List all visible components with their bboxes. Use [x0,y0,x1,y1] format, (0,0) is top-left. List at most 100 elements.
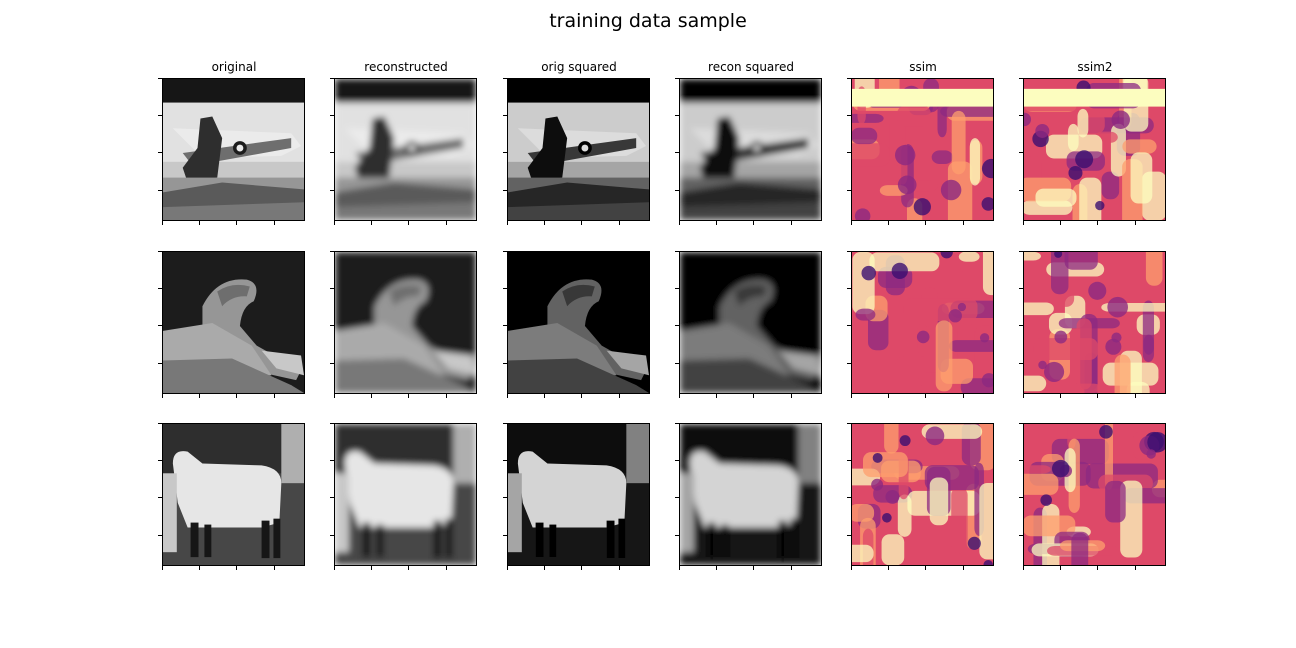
y-tick [158,535,162,536]
x-tick [791,394,792,398]
panel-image [508,252,649,393]
x-tick [544,221,545,225]
panel-image [335,252,476,393]
x-tick [1060,566,1061,570]
y-tick [847,78,851,79]
panel-image [335,79,476,220]
x-tick [1135,394,1136,398]
y-tick [330,497,334,498]
panel-image [1024,79,1165,220]
y-tick [1019,535,1023,536]
column-title-ssim: ssim [909,60,937,74]
panel-image [508,424,649,565]
x-tick [619,394,620,398]
y-tick [158,78,162,79]
x-tick [334,394,335,398]
y-tick [847,460,851,461]
panel-ssim-sheep [851,423,994,566]
x-tick [851,566,852,570]
panel-recon-squared-sheep [679,423,822,566]
panel-reconstructed-sheep [334,423,477,566]
x-tick [1135,566,1136,570]
column-title-original: original [211,60,257,74]
y-tick [330,288,334,289]
figure-title: training data sample [549,10,747,32]
y-tick [158,251,162,252]
y-tick [675,363,679,364]
x-tick [925,394,926,398]
y-tick [675,423,679,424]
y-tick [503,115,507,116]
x-tick [791,221,792,225]
panel-original-sheep [162,423,305,566]
y-tick [503,423,507,424]
x-tick [679,566,680,570]
y-tick [675,78,679,79]
y-tick [158,497,162,498]
x-tick [963,566,964,570]
x-tick [581,221,582,225]
x-tick [408,394,409,398]
y-tick [1019,497,1023,498]
x-tick [1135,221,1136,225]
panel-image [335,424,476,565]
panel-ssim2-aircraft-with-person [1023,78,1166,221]
column-title-orig-squared: orig squared [541,60,617,74]
y-tick [675,288,679,289]
y-tick [330,78,334,79]
x-tick [581,394,582,398]
y-tick [503,363,507,364]
panel-image [1024,252,1165,393]
y-tick [330,363,334,364]
panel-ssim2-sheep [1023,423,1166,566]
y-tick [158,423,162,424]
y-tick [675,152,679,153]
x-tick [446,221,447,225]
x-tick [162,566,163,570]
y-tick [503,288,507,289]
y-tick [158,325,162,326]
y-tick [675,497,679,498]
x-tick [753,394,754,398]
y-tick [1019,152,1023,153]
x-tick [791,566,792,570]
x-tick [1023,221,1024,225]
x-tick [1060,394,1061,398]
panel-ssim-aircraft-with-person [851,78,994,221]
x-tick [963,394,964,398]
x-tick [236,221,237,225]
panel-reconstructed-lizard-on-rock [334,251,477,394]
x-tick [888,566,889,570]
y-tick [503,190,507,191]
x-tick [753,221,754,225]
y-tick [330,115,334,116]
y-tick [675,325,679,326]
column-title-reconstructed: reconstructed [364,60,448,74]
x-tick [507,394,508,398]
y-tick [330,152,334,153]
x-tick [162,394,163,398]
x-tick [925,221,926,225]
y-tick [330,325,334,326]
x-tick [851,221,852,225]
y-tick [330,460,334,461]
x-tick [274,394,275,398]
x-tick [446,566,447,570]
x-tick [199,221,200,225]
x-tick [507,221,508,225]
x-tick [236,566,237,570]
y-tick [1019,363,1023,364]
x-tick [716,394,717,398]
panel-image [163,79,304,220]
y-tick [158,152,162,153]
column-title-ssim2: ssim2 [1077,60,1113,74]
y-tick [1019,325,1023,326]
panel-image [852,424,993,565]
y-tick [330,251,334,252]
y-tick [847,535,851,536]
x-tick [371,394,372,398]
x-tick [371,221,372,225]
panel-ssim2-lizard-on-rock [1023,251,1166,394]
y-tick [675,251,679,252]
y-tick [847,325,851,326]
